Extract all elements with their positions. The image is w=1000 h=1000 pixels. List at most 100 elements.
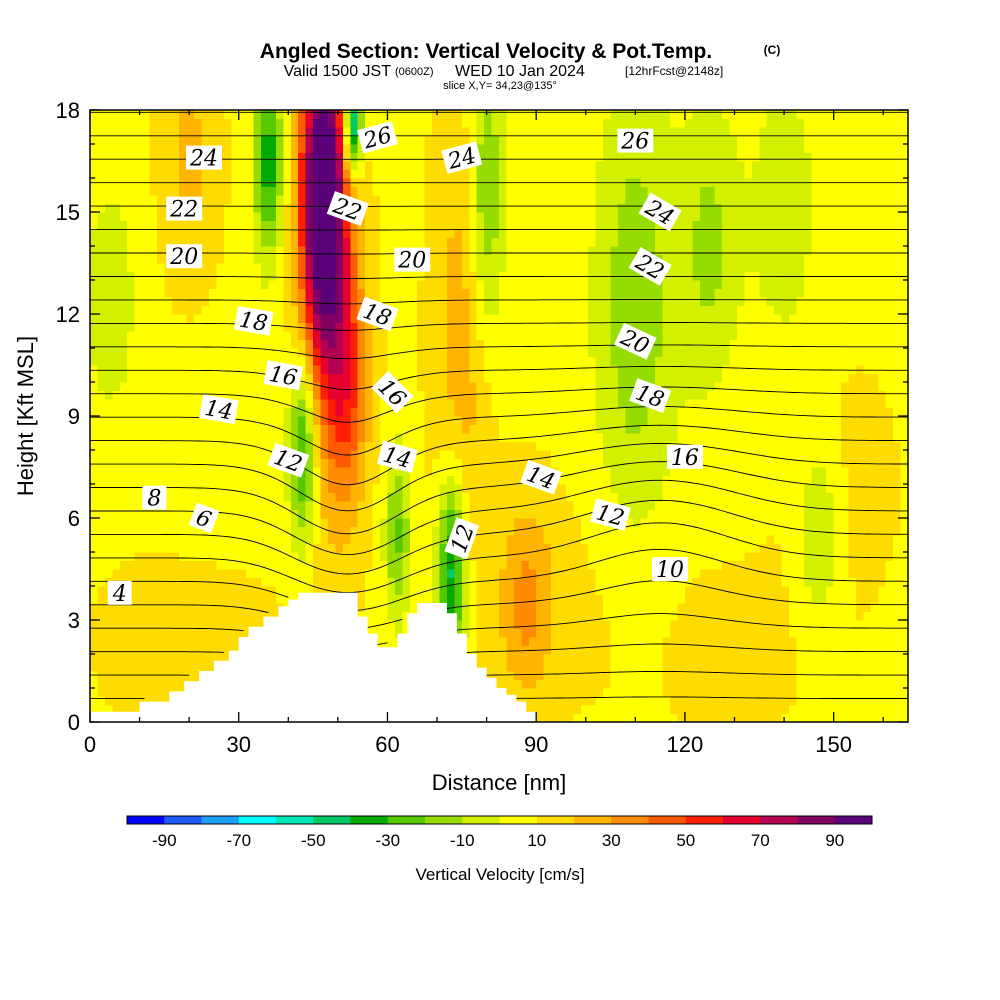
velocity-cell	[565, 594, 574, 604]
velocity-cell	[736, 492, 745, 502]
velocity-cell	[313, 518, 322, 528]
velocity-cell	[469, 416, 478, 426]
velocity-cell	[521, 509, 530, 519]
velocity-cell	[893, 458, 902, 468]
velocity-cell	[134, 467, 143, 477]
velocity-cell	[528, 628, 537, 638]
velocity-cell	[603, 526, 612, 536]
velocity-cell	[268, 509, 277, 519]
velocity-cell	[335, 331, 344, 341]
velocity-cell	[134, 603, 143, 613]
velocity-cell	[588, 577, 597, 587]
velocity-cell	[223, 433, 232, 443]
velocity-cell	[699, 339, 708, 349]
velocity-cell	[491, 416, 500, 426]
velocity-cell	[216, 518, 225, 528]
velocity-cell	[863, 543, 872, 553]
velocity-cell	[662, 399, 671, 409]
velocity-cell	[335, 382, 344, 392]
velocity-cell	[238, 569, 247, 579]
velocity-cell	[320, 458, 329, 468]
velocity-cell	[580, 433, 589, 443]
velocity-cell	[662, 339, 671, 349]
velocity-cell	[900, 628, 909, 638]
velocity-cell	[194, 399, 203, 409]
velocity-cell	[164, 535, 173, 545]
velocity-cell	[402, 424, 411, 434]
velocity-cell	[127, 611, 136, 621]
velocity-cell	[848, 356, 857, 366]
velocity-cell	[855, 662, 864, 672]
velocity-cell	[454, 603, 463, 613]
velocity-cell	[499, 348, 508, 358]
velocity-cell	[848, 713, 857, 723]
velocity-cell	[617, 560, 627, 570]
velocity-cell	[848, 365, 857, 375]
velocity-cell	[796, 637, 805, 647]
velocity-cell	[402, 382, 411, 392]
velocity-cell	[149, 365, 158, 375]
velocity-cell	[551, 433, 560, 443]
velocity-cell	[149, 654, 158, 664]
velocity-cell	[365, 603, 374, 613]
velocity-cell	[692, 416, 701, 426]
velocity-cell	[104, 331, 113, 341]
velocity-cell	[870, 501, 879, 511]
velocity-cell	[372, 518, 381, 528]
velocity-cell	[744, 611, 753, 621]
velocity-cell	[617, 552, 627, 562]
velocity-cell	[446, 407, 455, 417]
velocity-cell	[774, 518, 783, 528]
velocity-cell	[751, 509, 760, 519]
velocity-cell	[469, 492, 478, 502]
velocity-cell	[231, 373, 240, 383]
velocity-cell	[632, 611, 641, 621]
velocity-cell	[900, 373, 909, 383]
velocity-cell	[878, 407, 887, 417]
velocity-cell	[238, 501, 247, 511]
velocity-cell	[223, 577, 232, 587]
velocity-cell	[789, 671, 798, 681]
velocity-cell	[305, 399, 314, 409]
velocity-cell	[766, 628, 775, 638]
velocity-cell	[692, 662, 701, 672]
velocity-cell	[826, 492, 835, 502]
velocity-cell	[722, 407, 731, 417]
velocity-cell	[781, 373, 790, 383]
velocity-cell	[736, 467, 745, 477]
velocity-cell	[655, 594, 664, 604]
velocity-cell	[610, 450, 619, 460]
velocity-cell	[573, 713, 582, 723]
velocity-cell	[714, 552, 723, 562]
velocity-cell	[870, 399, 879, 409]
velocity-cell	[722, 671, 731, 681]
velocity-cell	[499, 654, 508, 664]
velocity-cell	[603, 441, 612, 451]
velocity-cell	[878, 467, 887, 477]
velocity-cell	[885, 628, 894, 638]
velocity-cell	[127, 382, 136, 392]
velocity-cell	[662, 679, 671, 689]
velocity-cell	[164, 348, 173, 358]
velocity-cell	[536, 696, 545, 706]
velocity-cell	[402, 501, 411, 511]
velocity-cell	[179, 518, 188, 528]
velocity-cell	[149, 603, 158, 613]
velocity-cell	[446, 594, 455, 604]
velocity-cell	[171, 628, 180, 638]
velocity-cell	[208, 569, 218, 579]
velocity-cell	[863, 348, 872, 358]
velocity-cell	[484, 586, 493, 596]
velocity-cell	[372, 373, 381, 383]
velocity-cell	[365, 560, 374, 570]
velocity-cell	[610, 679, 619, 689]
velocity-cell	[573, 688, 582, 698]
velocity-cell	[595, 433, 604, 443]
velocity-cell	[766, 696, 775, 706]
velocity-cell	[513, 501, 522, 511]
velocity-cell	[870, 577, 879, 587]
velocity-cell	[692, 569, 701, 579]
velocity-cell	[774, 628, 783, 638]
velocity-cell	[432, 552, 441, 562]
velocity-cell	[751, 603, 760, 613]
